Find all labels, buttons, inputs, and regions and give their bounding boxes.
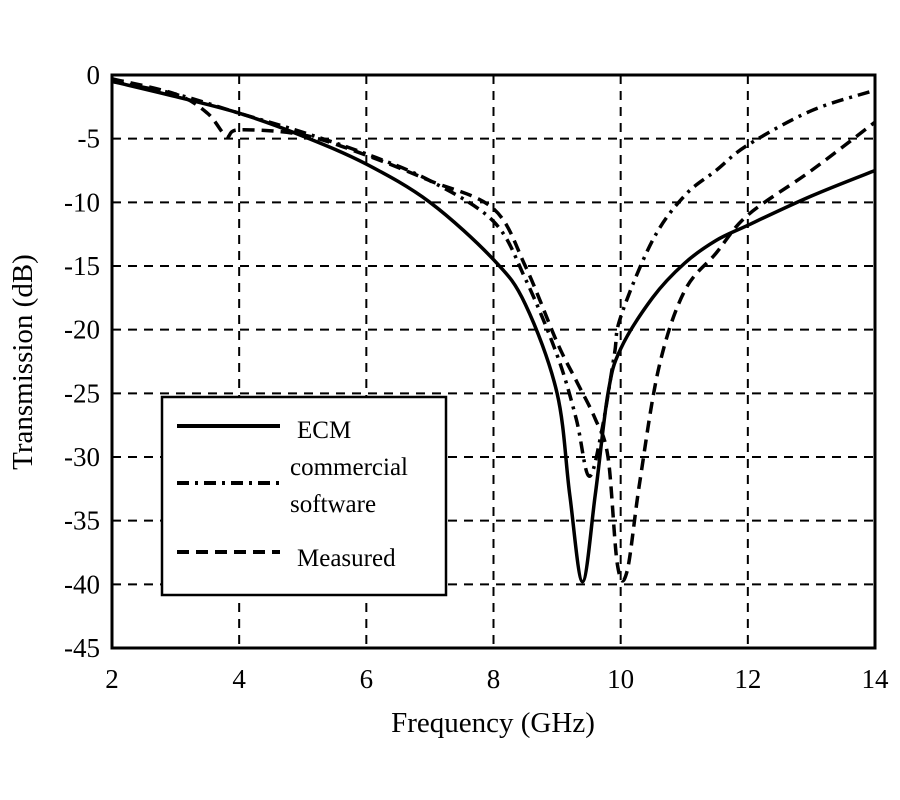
y-tick-label: -10 [64,187,100,217]
y-tick-label: -35 [64,506,100,536]
legend-label: Measured [297,545,396,572]
x-tick-label: 6 [360,664,374,694]
legend-label: software [290,491,376,518]
series-ecm [111,79,876,584]
y-tick-label: -20 [64,315,100,345]
x-axis-label: Frequency (GHz) [391,707,595,739]
data-series [111,77,877,584]
series-commercial-software [111,79,876,478]
y-axis-ticks: 0 -5 -10 -15 -20 -25 -30 -35 -40 -45 [64,60,100,663]
x-tick-label: 10 [607,664,634,694]
x-tick-label: 8 [487,664,501,694]
x-tick-label: 2 [105,664,119,694]
series-measured [111,77,877,583]
legend-label: ECM [297,417,351,444]
plot-area-frame [110,73,877,650]
x-tick-label: 14 [862,664,890,694]
y-tick-label: -15 [64,251,100,281]
y-axis-label: Transmission (dB) [7,254,39,470]
y-tick-label: -5 [78,124,101,154]
y-tick-label: -45 [64,633,100,663]
y-tick-label: -25 [64,378,100,408]
legend-box [160,395,448,597]
y-tick-label: -30 [64,442,100,472]
x-tick-label: 12 [734,664,761,694]
x-axis-ticks: 2 4 6 8 10 12 14 [105,664,889,694]
legend-label: commercial [290,454,408,481]
x-tick-label: 4 [232,664,246,694]
y-tick-label: 0 [87,60,101,90]
y-tick-label: -40 [64,569,100,599]
legend: ECM commercial software Measured [160,395,448,597]
